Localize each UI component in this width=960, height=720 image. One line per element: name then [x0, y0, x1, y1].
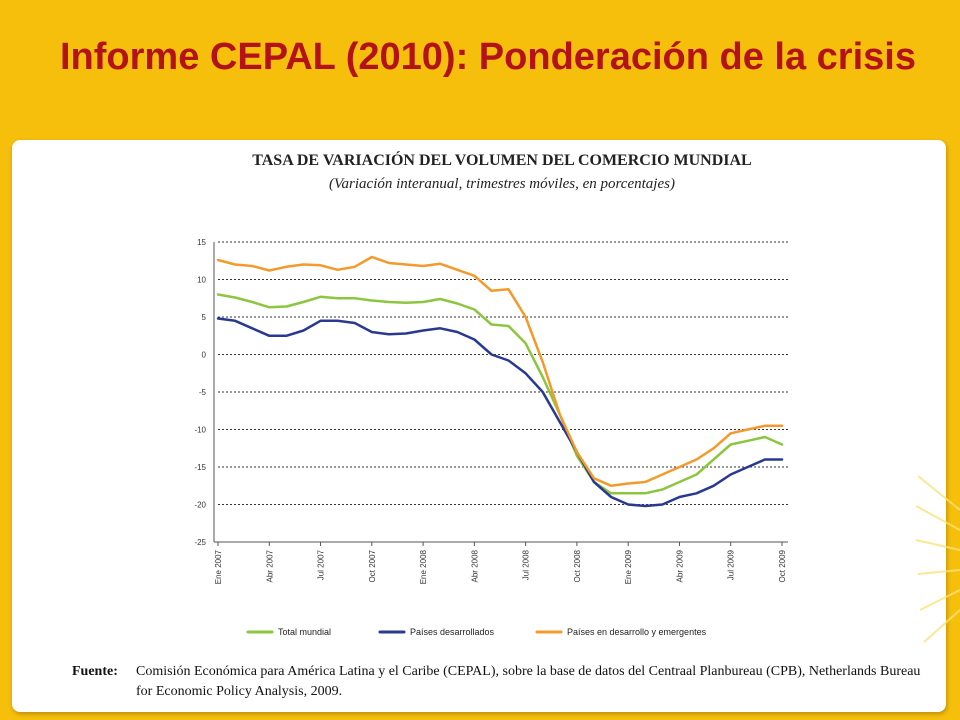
source-note: Fuente: Comisión Económica para América L…	[72, 662, 932, 702]
source-label: Fuente:	[72, 664, 118, 679]
y-tick-label: 5	[202, 313, 207, 322]
x-tick-label: Jul 2007	[317, 549, 326, 580]
series-line	[216, 293, 784, 495]
y-tick-label: -20	[194, 501, 206, 510]
chart-title: TASA DE VARIACIÓN DEL VOLUMEN DEL COMERC…	[252, 152, 752, 169]
legend-label: Países en desarrollo y emergentes	[567, 627, 707, 637]
y-tick-label: -15	[194, 463, 206, 472]
series-line	[216, 255, 784, 488]
x-tick-label: Jul 2008	[522, 549, 531, 580]
x-tick-label: Abr 2009	[675, 549, 684, 582]
legend-label: Países desarrollados	[410, 627, 495, 637]
legend-label: Total mundial	[278, 627, 331, 637]
x-tick-label: Oct 2009	[778, 549, 787, 582]
chart-subtitle: (Variación interanual, trimestres móvile…	[329, 176, 675, 192]
series-line	[216, 317, 784, 508]
slide-title: Informe CEPAL (2010): Ponderación de la …	[60, 36, 916, 78]
y-tick-label: 0	[202, 351, 207, 360]
x-tick-label: Jul 2009	[727, 549, 736, 580]
x-tick-label: Abr 2008	[470, 549, 479, 582]
decorative-rays	[915, 475, 960, 643]
x-tick-label: Ene 2007	[214, 549, 223, 584]
x-tick-label: Oct 2008	[573, 549, 582, 582]
x-tick-label: Oct 2007	[368, 549, 377, 582]
source-text: Comisión Económica para América Latina y…	[136, 664, 921, 699]
y-tick-label: -10	[194, 426, 206, 435]
y-tick-label: -5	[199, 388, 207, 397]
y-tick-label: 15	[197, 238, 206, 247]
chart-panel: TASA DE VARIACIÓN DEL VOLUMEN DEL COMERC…	[12, 140, 946, 712]
y-tick-label: -25	[194, 538, 206, 547]
x-tick-label: Ene 2008	[419, 549, 428, 584]
x-tick-label: Ene 2009	[624, 549, 633, 584]
x-tick-label: Abr 2007	[265, 549, 274, 582]
y-tick-label: 10	[197, 276, 206, 285]
line-chart: 15 10 5 0 -5 -10 -15 -20 -25 Ene 2007 Abr 2007 Jul …	[194, 238, 788, 637]
